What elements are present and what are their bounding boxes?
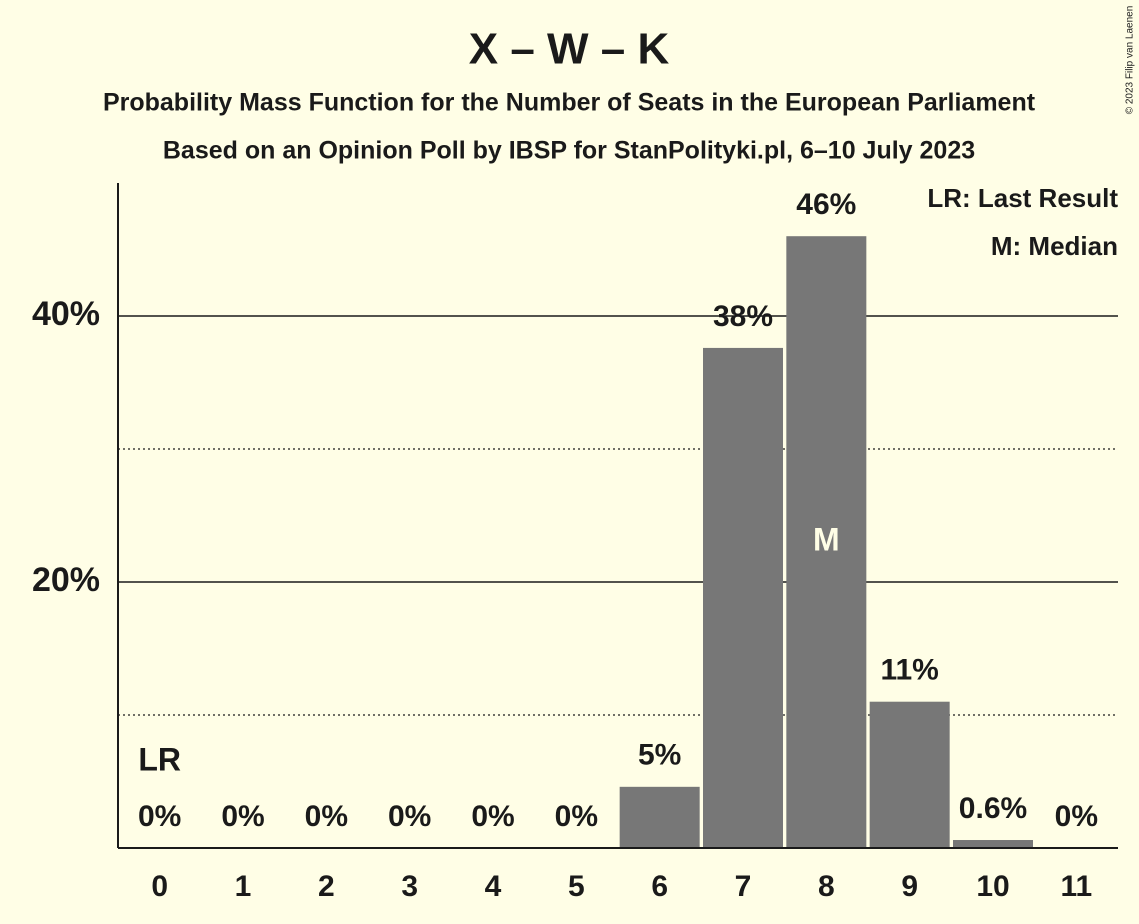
annotation: LR — [138, 741, 181, 777]
bar — [619, 786, 700, 848]
value-label: 38% — [713, 300, 773, 333]
x-tick-label: 9 — [901, 870, 918, 903]
x-tick-label: 6 — [651, 870, 668, 903]
legend-entry: LR: Last Result — [927, 183, 1118, 213]
value-label: 11% — [880, 654, 938, 687]
x-tick-label: 1 — [235, 870, 252, 903]
value-label: 46% — [796, 188, 856, 221]
x-tick-label: 0 — [151, 870, 168, 903]
chart-subtitle: Probability Mass Function for the Number… — [103, 89, 1036, 117]
bar — [786, 236, 867, 848]
chart-subtitle: Based on an Opinion Poll by IBSP for Sta… — [163, 137, 975, 165]
x-tick-label: 3 — [401, 870, 418, 903]
value-label: 0% — [388, 800, 431, 833]
bar — [703, 347, 783, 848]
value-label: 0% — [221, 800, 264, 833]
x-tick-label: 10 — [976, 870, 1009, 903]
bar — [953, 840, 1033, 848]
value-label: 0% — [305, 800, 348, 833]
value-label: 0% — [1055, 800, 1098, 833]
chart-title: X – W – K — [469, 25, 670, 74]
x-tick-label: 2 — [318, 870, 335, 903]
value-label: 0% — [471, 800, 514, 833]
x-tick-label: 11 — [1060, 870, 1092, 903]
legend-entry: M: Median — [991, 231, 1118, 261]
x-tick-label: 8 — [818, 870, 835, 903]
x-tick-label: 5 — [568, 870, 585, 903]
bar — [869, 701, 950, 848]
value-label: 0.6% — [959, 792, 1027, 825]
x-tick-label: 4 — [485, 870, 502, 903]
annotation: M — [813, 522, 840, 558]
value-label: 0% — [138, 800, 181, 833]
value-label: 0% — [555, 800, 598, 833]
copyright: © 2023 Filip van Laenen — [1125, 6, 1136, 115]
value-label: 5% — [638, 739, 681, 772]
y-tick-label: 20% — [32, 561, 100, 599]
y-tick-label: 40% — [32, 295, 100, 333]
x-tick-label: 7 — [735, 870, 752, 903]
